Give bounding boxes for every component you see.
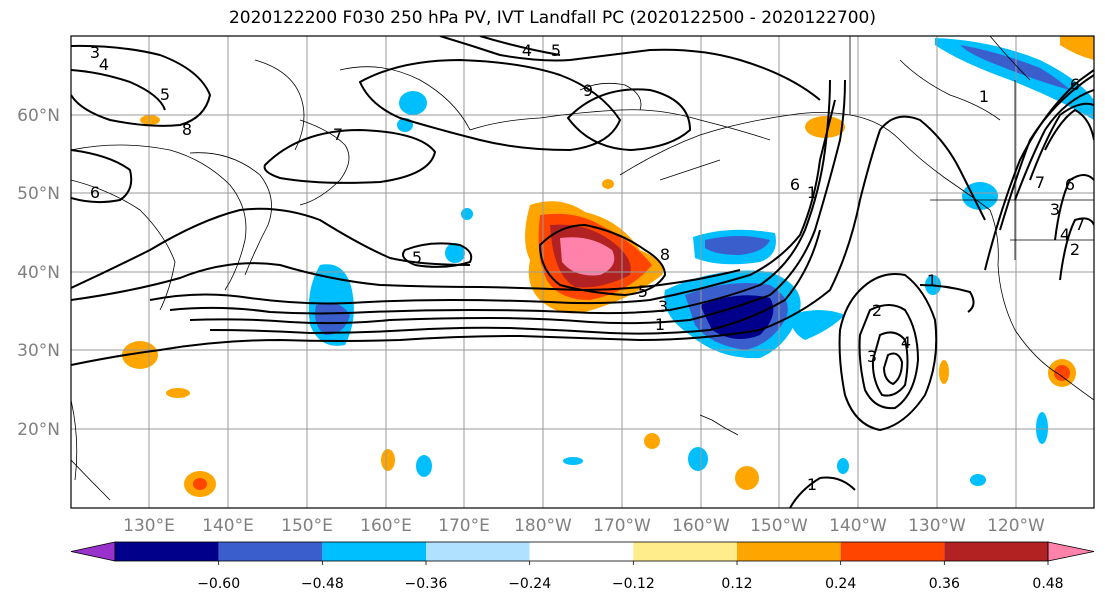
colorbar	[70, 541, 1095, 562]
lat-label: 60°N	[17, 106, 60, 126]
coastlines	[71, 36, 1094, 501]
contour-label: 3	[867, 347, 877, 366]
contour-label: 8	[660, 245, 670, 264]
lon-label: 120°W	[987, 516, 1045, 536]
contour-label: 5	[551, 41, 561, 60]
colorbar-extend-high	[1047, 541, 1095, 562]
colorbar-tick-label: 0.48	[1032, 576, 1063, 592]
lon-label: 170°E	[438, 516, 490, 536]
lon-label: 140°E	[202, 516, 254, 536]
contour-label: 7	[333, 125, 343, 144]
contour-label: 4	[901, 333, 911, 352]
colorbar-tick-label: 0.24	[825, 576, 856, 592]
lon-label: 150°E	[281, 516, 333, 536]
contour-label: 6	[790, 175, 800, 194]
colorbar-tick-label: −0.36	[405, 576, 448, 592]
latitude-labels: 60°N 50°N 40°N 30°N 20°N	[17, 106, 60, 440]
colorbar-segment	[944, 542, 1048, 561]
contour-label: 2	[1070, 240, 1080, 259]
contour-label: 6	[1070, 75, 1080, 94]
contour-label: 3	[90, 43, 100, 62]
colorbar-segment	[322, 542, 426, 561]
colorbar-segment	[426, 542, 530, 561]
colorbar-tick-label: −0.60	[197, 576, 240, 592]
colorbar-segment	[529, 542, 634, 561]
contour-label: 5	[160, 85, 170, 104]
longitude-labels: 130°E 140°E 150°E 160°E 170°E 180°W 170°W 160°W…	[123, 516, 1045, 536]
colorbar-segment	[633, 542, 737, 561]
contour-label: 3	[658, 297, 668, 316]
contour-label: 5	[638, 282, 648, 301]
contour-label: 5	[412, 248, 422, 267]
colorbar-tick-label: 0.36	[929, 576, 960, 592]
colorbar-outline	[114, 541, 1049, 562]
contour-label: 4	[522, 41, 532, 60]
map-frame	[70, 35, 1095, 509]
contour-label: 6	[90, 183, 100, 202]
lon-label: 160°E	[360, 516, 412, 536]
contour-label: 1	[807, 475, 817, 494]
contour-label: 4	[1060, 225, 1070, 244]
contour-label: 3	[1050, 200, 1060, 219]
contour-label: 1	[979, 87, 989, 106]
colorbar-extend-low	[70, 541, 116, 562]
colorbar-segment	[840, 542, 945, 561]
colorbar-tick-label: −0.24	[508, 576, 551, 592]
contour-label: 1	[807, 183, 817, 202]
colorbar-segment	[737, 542, 841, 561]
lon-label: 130°W	[908, 516, 966, 536]
contour-label: 9	[583, 81, 593, 100]
lon-label: 160°W	[672, 516, 730, 536]
contour-label: 1	[927, 271, 937, 290]
map-title: 2020122200 F030 250 hPa PV, IVT Landfall…	[228, 8, 876, 28]
contour-label: 7	[1075, 215, 1085, 234]
contour-label: 4	[99, 55, 109, 74]
colorbar-tick-label: 0.12	[721, 576, 752, 592]
colorbar-segment	[115, 542, 219, 561]
contour-label: 1	[655, 315, 665, 334]
contours	[71, 36, 1094, 508]
lon-label: 140°W	[829, 516, 887, 536]
contour-label: 8	[182, 120, 192, 139]
colorbar-tick-labels: −0.60 −0.48 −0.36 −0.24 −0.12 0.12 0.24 0.36 0.4…	[197, 561, 1064, 592]
lat-label: 50°N	[17, 184, 60, 204]
lat-label: 30°N	[17, 341, 60, 361]
contour-label: 2	[872, 301, 882, 320]
contour-label: 6	[1065, 175, 1075, 194]
gridlines	[71, 36, 1094, 508]
lon-label: 170°W	[593, 516, 651, 536]
colorbar-tick-label: −0.48	[301, 576, 344, 592]
lat-label: 20°N	[17, 420, 60, 440]
lon-label: 130°E	[123, 516, 175, 536]
colorbar-segment	[218, 542, 323, 561]
lat-label: 40°N	[17, 263, 60, 283]
lon-label: 150°W	[750, 516, 808, 536]
colorbar-tick-label: −0.12	[612, 576, 655, 592]
lon-label: 180°W	[514, 516, 572, 536]
contour-label: 7	[1035, 173, 1045, 192]
